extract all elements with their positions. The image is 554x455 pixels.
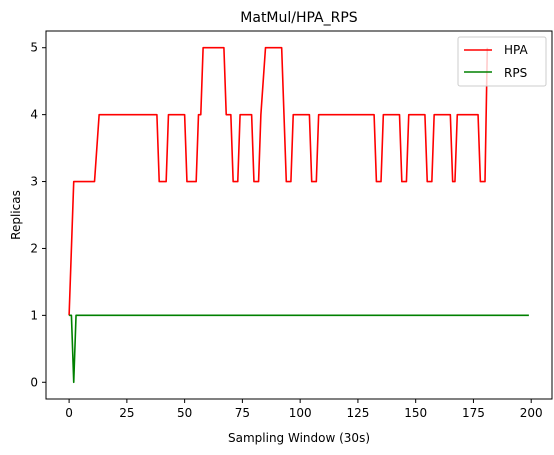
x-tick-label: 150 [404,406,427,420]
x-axis-label: Sampling Window (30s) [228,431,370,445]
plot-area [68,46,529,384]
legend: HPA RPS [457,36,547,87]
y-tick-label: 0 [30,375,38,389]
series-line-hpa [68,46,489,316]
x-tick-label: 100 [289,406,312,420]
legend-label-rps: RPS [504,66,527,80]
x-axis: 0 25 50 75 100 125 150 175 200 [65,399,543,420]
x-tick-label: 175 [462,406,485,420]
y-tick-label: 3 [30,175,38,189]
y-tick-label: 4 [30,108,38,122]
x-tick-label: 0 [65,406,73,420]
chart-title: MatMul/HPA_RPS [240,10,358,26]
x-tick-label: 25 [119,406,134,420]
y-tick-label: 1 [30,308,38,322]
legend-box [457,36,547,87]
x-tick-label: 50 [177,406,192,420]
series-line-rps [69,314,529,384]
legend-label-hpa: HPA [504,43,528,57]
y-tick-label: 2 [30,241,38,255]
y-tick-label: 5 [30,41,38,55]
x-tick-label: 125 [346,406,369,420]
plot-frame [45,30,553,400]
x-tick-label: 75 [235,406,250,420]
y-axis: 0 1 2 3 4 5 [30,41,46,389]
x-tick-label: 200 [520,406,543,420]
y-axis-label: Replicas [9,190,23,240]
